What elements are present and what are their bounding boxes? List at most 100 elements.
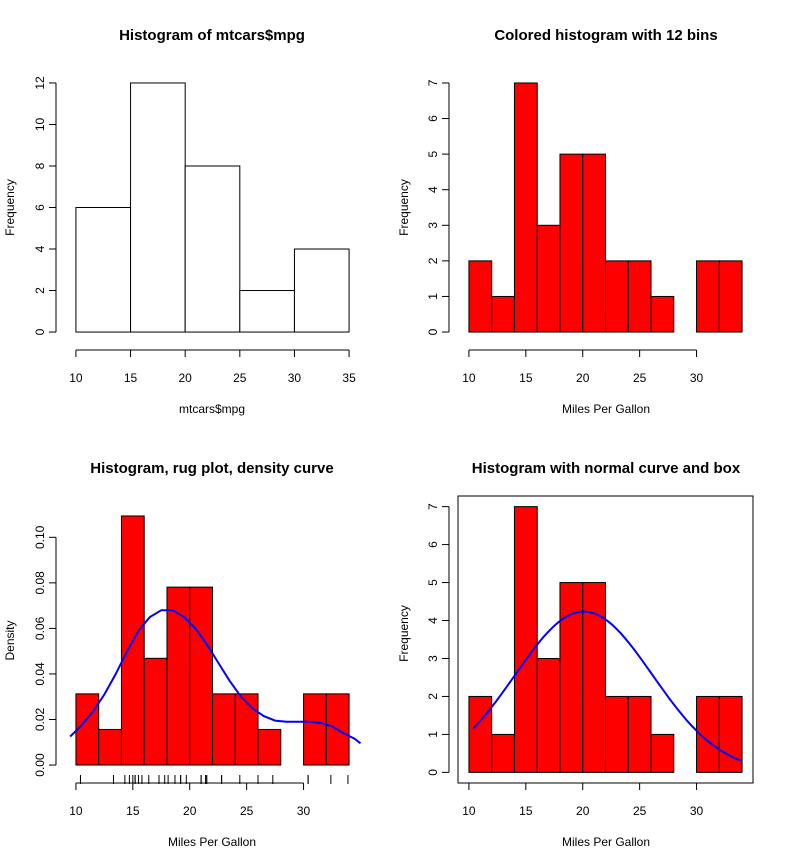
- y-tick-label: 6: [33, 204, 47, 211]
- y-tick-label: 1: [426, 731, 440, 738]
- y-tick-label: 8: [33, 162, 47, 169]
- y-axis: 0.00 0.02 0.04 0.06 0.08 0.10: [33, 525, 57, 777]
- histogram-bar: [257, 728, 282, 766]
- y-tick-label: 1: [426, 293, 440, 300]
- histogram-bar: [559, 153, 584, 333]
- x-tick-label: 15: [126, 804, 140, 818]
- y-axis: 0 1 2 3 4 5 6 7: [426, 503, 450, 776]
- histogram-bar: [303, 693, 327, 766]
- y-axis-label: Density: [3, 620, 17, 660]
- x-tick-label: 15: [124, 371, 138, 385]
- histogram-bar: [627, 260, 652, 333]
- x-tick-label: 30: [288, 371, 302, 385]
- chart-title: Colored histogram with 12 bins: [494, 27, 717, 44]
- histogram-bar: [491, 295, 515, 333]
- y-tick-label: 0: [426, 328, 440, 335]
- histogram-bar: [627, 695, 652, 773]
- y-tick-label: 6: [426, 541, 440, 548]
- y-tick-label: 0.10: [33, 525, 47, 549]
- normal-curve: [472, 610, 742, 762]
- y-tick-label: 5: [426, 579, 440, 586]
- histogram-bar: [189, 586, 214, 766]
- y-tick-label: 2: [426, 257, 440, 264]
- y-axis-label: Frequency: [3, 179, 17, 236]
- bars: [468, 506, 743, 773]
- y-tick-label: 0.04: [33, 662, 47, 686]
- histogram-bar: [582, 153, 607, 333]
- x-tick-label: 10: [462, 371, 476, 385]
- histogram-bar: [718, 695, 743, 773]
- y-tick-label: 2: [33, 287, 47, 294]
- y-axis-label: Frequency: [397, 179, 411, 236]
- y-tick-label: 10: [33, 117, 47, 131]
- histogram-bar: [468, 695, 493, 773]
- panel-1: Histogram of mtcars$mpg 10 15 20 25 30 35 0 2 4 6 8…: [3, 27, 356, 416]
- histogram-bar: [468, 260, 493, 333]
- x-tick-label: 35: [342, 371, 356, 385]
- bars: [75, 82, 350, 333]
- x-tick-label: 15: [519, 804, 533, 818]
- histogram-bar: [491, 733, 515, 773]
- histogram-bar: [184, 165, 241, 333]
- histogram-bar: [718, 260, 743, 333]
- y-tick-label: 0.08: [33, 571, 47, 595]
- histogram-bar: [239, 290, 295, 333]
- bars: [75, 515, 350, 766]
- histogram-bar: [513, 82, 538, 333]
- y-tick-label: 12: [33, 76, 47, 90]
- chart-title: Histogram with normal curve and box: [472, 460, 741, 477]
- y-tick-label: 4: [426, 186, 440, 193]
- histogram-bar: [75, 693, 100, 766]
- chart-title: Histogram, rug plot, density curve: [90, 460, 333, 477]
- x-tick-label: 30: [297, 804, 311, 818]
- histogram-bar: [513, 506, 538, 773]
- histogram-bar: [143, 657, 168, 766]
- x-tick-label: 20: [183, 804, 197, 818]
- x-axis: 10 15 20 25 30: [69, 782, 311, 818]
- x-tick-label: 20: [576, 371, 590, 385]
- bars: [468, 82, 743, 333]
- x-tick-label: 25: [633, 371, 647, 385]
- x-axis-label: mtcars$mpg: [179, 402, 245, 416]
- x-axis-label: Miles Per Gallon: [168, 835, 256, 849]
- x-tick-label: 20: [179, 371, 193, 385]
- y-tick-label: 0.06: [33, 616, 47, 640]
- y-tick-label: 0: [426, 769, 440, 776]
- histogram-bar: [650, 295, 675, 333]
- y-tick-label: 4: [426, 617, 440, 624]
- x-tick-label: 25: [633, 804, 647, 818]
- y-tick-label: 7: [426, 503, 440, 510]
- histogram-bar: [582, 582, 607, 773]
- y-tick-label: 3: [426, 222, 440, 229]
- y-axis-label: Frequency: [397, 605, 411, 662]
- histogram-bar: [75, 207, 132, 333]
- x-tick-label: 25: [240, 804, 254, 818]
- y-tick-label: 5: [426, 150, 440, 157]
- y-tick-label: 6: [426, 115, 440, 122]
- y-tick-label: 0.00: [33, 753, 47, 777]
- y-tick-label: 3: [426, 655, 440, 662]
- x-tick-label: 15: [519, 371, 533, 385]
- y-tick-label: 0: [33, 328, 47, 335]
- x-axis: 10 15 20 25 30 35: [69, 349, 356, 385]
- y-tick-label: 4: [33, 245, 47, 252]
- x-tick-label: 10: [462, 804, 476, 818]
- density-curve: [69, 609, 362, 745]
- histogram-bar: [130, 82, 186, 333]
- x-tick-label: 10: [69, 804, 83, 818]
- x-axis: 10 15 20 25 30: [462, 349, 704, 385]
- x-tick-label: 30: [690, 804, 704, 818]
- x-axis: 10 15 20 25 30: [462, 782, 704, 818]
- x-tick-label: 25: [233, 371, 247, 385]
- histogram-bar: [536, 224, 561, 333]
- y-tick-label: 2: [426, 693, 440, 700]
- histogram-bar: [234, 693, 259, 766]
- x-axis-label: Miles Per Gallon: [562, 835, 650, 849]
- histogram-bar: [605, 695, 629, 773]
- histogram-bar: [536, 657, 561, 773]
- x-tick-label: 10: [69, 371, 83, 385]
- histogram-bar: [98, 728, 122, 766]
